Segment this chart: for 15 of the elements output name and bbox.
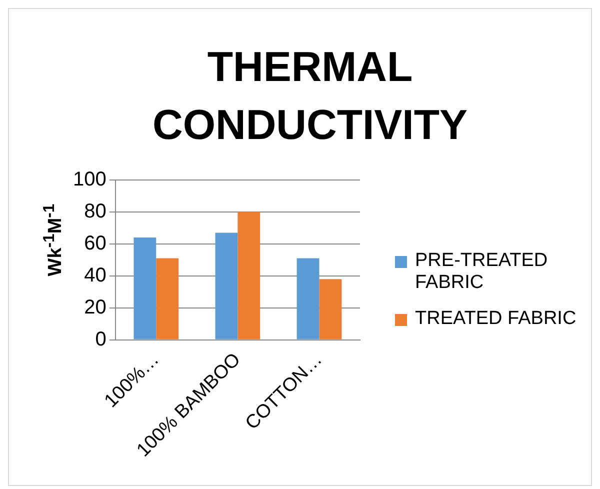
legend-label: TREATED FABRIC (415, 308, 576, 330)
bar (215, 232, 238, 340)
bar (134, 238, 156, 340)
bar (319, 279, 342, 340)
bar (156, 258, 179, 340)
y-tick-label: 80 (84, 200, 106, 222)
bar (296, 258, 320, 340)
y-tick-label: 60 (84, 232, 106, 254)
legend-label: PRE-TREATED FABRIC (415, 250, 549, 294)
y-tick-label: 0 (95, 328, 106, 350)
bar (238, 212, 260, 340)
y-tick-label: 20 (84, 296, 106, 318)
chart-title: THERMAL CONDUCTIVITY (152, 42, 468, 150)
y-tick-label: 100 (72, 168, 106, 191)
y-tick-label: 40 (84, 264, 106, 286)
